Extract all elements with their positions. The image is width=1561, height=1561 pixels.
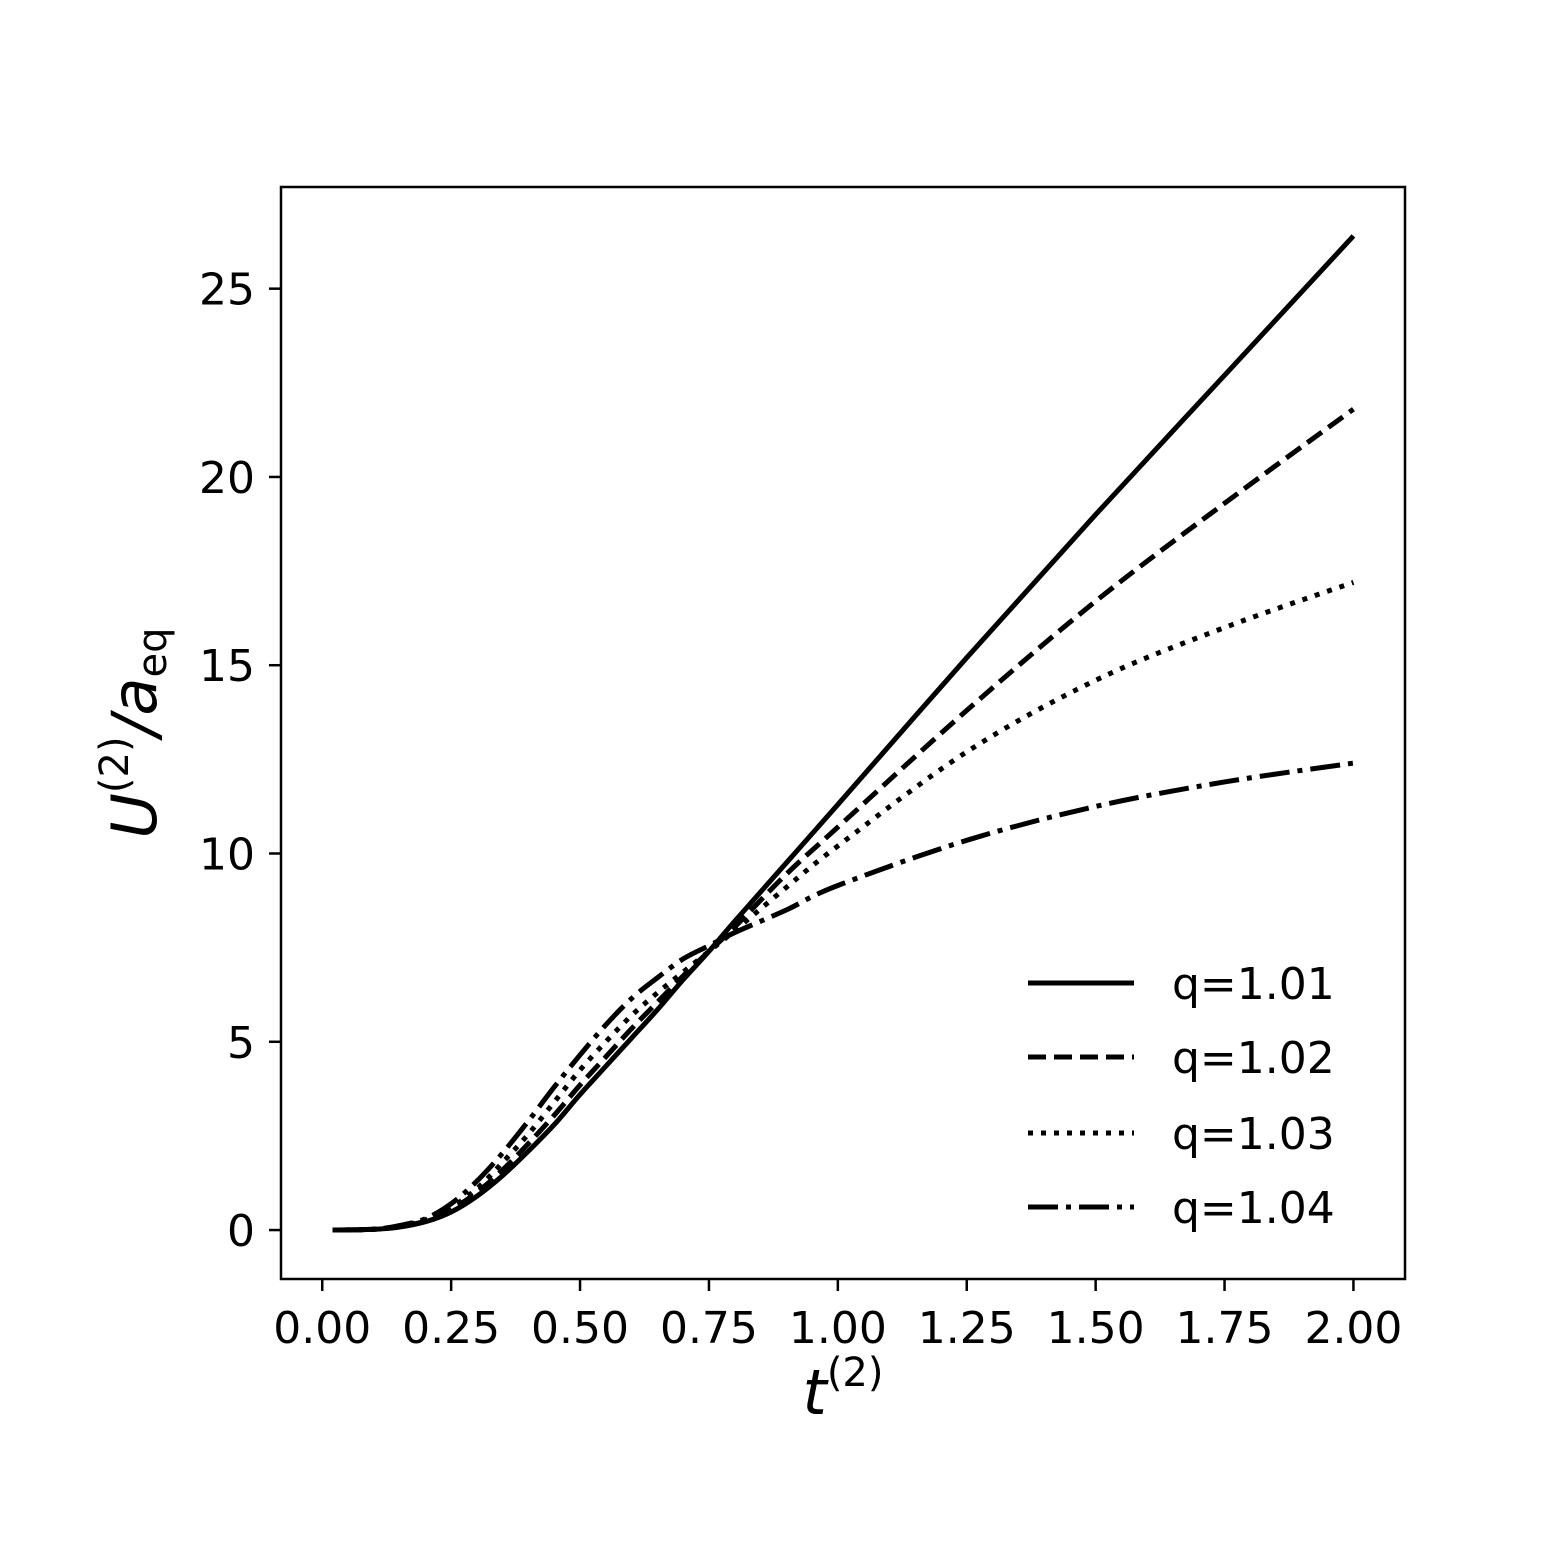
x-tick-label: 0.50 xyxy=(531,1303,629,1354)
y-tick-label: 0 xyxy=(227,1206,255,1257)
plot-frame xyxy=(279,185,1407,1281)
y-axis-label-sup: (2) xyxy=(92,736,138,793)
series-line-dotted xyxy=(332,580,1355,1233)
x-axis-label: t(2) xyxy=(803,1350,884,1429)
y-tick-label: 15 xyxy=(199,641,255,692)
legend-entry: q=1.02 xyxy=(1028,1033,1335,1084)
legend-label: q=1.04 xyxy=(1172,1183,1335,1234)
y-axis: 0 5 10 15 20 25 xyxy=(199,265,281,1257)
x-axis-label-base: t xyxy=(803,1356,830,1429)
x-tick-label: 1.00 xyxy=(789,1303,887,1354)
legend-entry: q=1.04 xyxy=(1028,1183,1335,1234)
x-axis: 0.00 0.25 0.50 0.75 1.00 1.25 1.50 1.75 2.00 xyxy=(273,1279,1402,1354)
y-tick-label: 5 xyxy=(227,1018,255,1069)
x-tick-label: 1.25 xyxy=(918,1303,1016,1354)
legend-entry: q=1.03 xyxy=(1028,1109,1335,1160)
x-tick-label: 2.00 xyxy=(1304,1303,1402,1354)
legend: q=1.01 q=1.02 q=1.03 q=1.04 xyxy=(1028,959,1335,1234)
y-axis-label: U(2)/aeq xyxy=(92,628,176,839)
x-tick-label: 0.00 xyxy=(273,1303,371,1354)
y-tick-label: 20 xyxy=(199,453,255,504)
x-tick-label: 1.50 xyxy=(1047,1303,1145,1354)
series-layer xyxy=(332,234,1356,1233)
legend-entry: q=1.01 xyxy=(1028,959,1335,1010)
legend-label: q=1.03 xyxy=(1172,1109,1335,1160)
x-tick-label: 1.75 xyxy=(1176,1303,1274,1354)
legend-label: q=1.02 xyxy=(1172,1033,1335,1084)
y-axis-label-base: U xyxy=(98,793,171,838)
legend-label: q=1.01 xyxy=(1172,959,1335,1010)
y-tick-label: 10 xyxy=(199,829,255,880)
series-line-dashdot xyxy=(332,760,1354,1233)
y-axis-label-sub: eq xyxy=(130,628,176,678)
y-tick-label: 25 xyxy=(199,265,255,316)
y-axis-label-mid: /a xyxy=(98,678,171,742)
x-tick-label: 0.75 xyxy=(660,1303,758,1354)
x-axis-label-sup: (2) xyxy=(827,1350,884,1396)
x-tick-label: 0.25 xyxy=(402,1303,500,1354)
